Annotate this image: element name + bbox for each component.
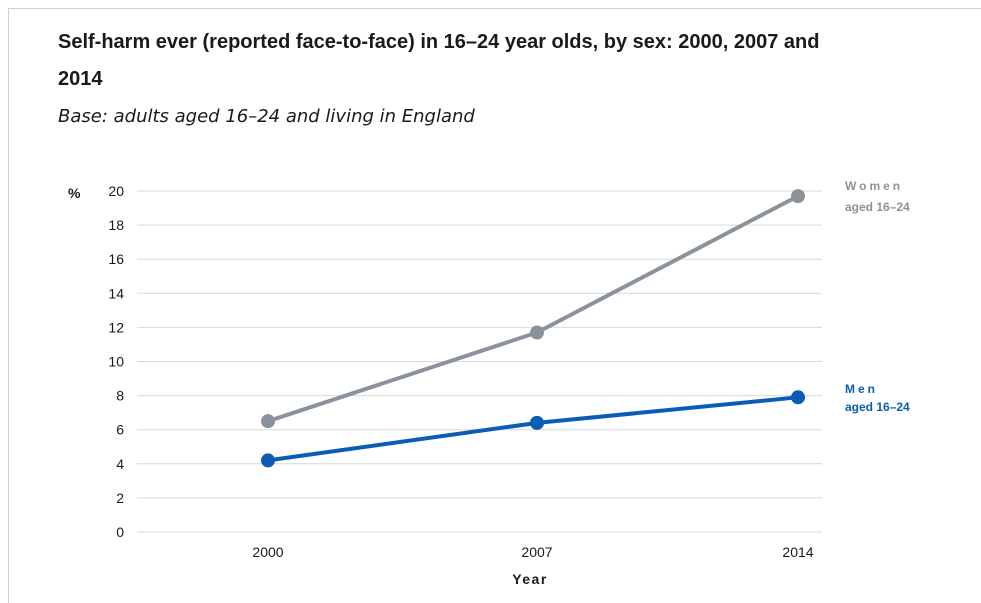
- y-tick-label-6: 6: [116, 422, 124, 438]
- y-tick-label-2: 2: [116, 490, 124, 506]
- series-label-line1-1: Men: [845, 382, 878, 396]
- y-tick-label-14: 14: [108, 285, 124, 301]
- data-point-1-2007: [530, 415, 544, 430]
- data-point-1-2014: [791, 390, 805, 405]
- y-axis-ticks: 0 2 4 6 8 10 12 14 16 18 20: [108, 183, 124, 540]
- series-label-line2-1: aged 16–24: [845, 400, 910, 414]
- y-tick-label-8: 8: [116, 388, 124, 404]
- chart-subtitle: Base: adults aged 16–24 and living in En…: [58, 106, 475, 127]
- series-label-line1-0: Women: [845, 179, 903, 193]
- x-tick-label-2000: 2000: [252, 544, 283, 560]
- y-tick-label-20: 20: [108, 183, 124, 199]
- gridlines: [137, 190, 822, 533]
- x-axis-title: Year: [512, 571, 548, 587]
- frame-top-border: [8, 8, 981, 9]
- series-line-1: [267, 395, 799, 463]
- x-tick-label-2007: 2007: [521, 544, 552, 560]
- frame-left-border: [8, 8, 9, 603]
- y-tick-label-0: 0: [116, 524, 124, 540]
- y-tick-label-12: 12: [108, 319, 124, 335]
- data-point-1-2000: [261, 453, 275, 468]
- x-tick-label-2014: 2014: [782, 544, 813, 560]
- x-axis-ticks: 2000 2007 2014: [252, 544, 813, 560]
- y-tick-label-18: 18: [108, 217, 124, 233]
- series-labels: Women aged 16–24 Men aged 16–24: [845, 179, 910, 414]
- series-label-line2-0: aged 16–24: [845, 200, 910, 214]
- data-point-0-2007: [530, 325, 544, 340]
- series-group: [261, 189, 805, 468]
- data-point-0-2000: [261, 414, 275, 429]
- chart-title: Self-harm ever (reported face-to-face) i…: [58, 31, 820, 90]
- y-tick-label-4: 4: [116, 456, 124, 472]
- y-axis-unit-label: %: [68, 185, 81, 201]
- series-line-0: [267, 194, 799, 424]
- data-point-0-2014: [791, 189, 805, 204]
- y-tick-label-16: 16: [108, 251, 124, 267]
- y-tick-label-10: 10: [108, 354, 124, 370]
